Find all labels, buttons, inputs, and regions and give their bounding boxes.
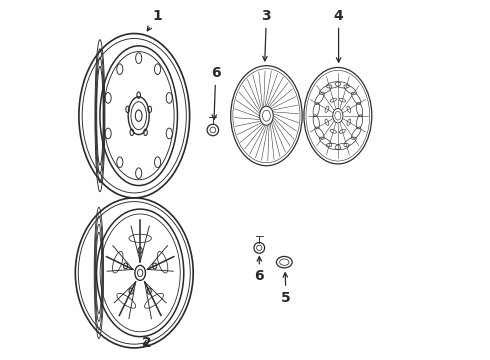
Text: 5: 5 <box>281 273 291 305</box>
Text: 3: 3 <box>262 9 271 61</box>
Text: 2: 2 <box>142 336 151 350</box>
Text: 6: 6 <box>254 257 264 283</box>
Text: 1: 1 <box>147 9 162 31</box>
Text: 4: 4 <box>334 9 343 62</box>
Text: 6: 6 <box>211 66 220 120</box>
